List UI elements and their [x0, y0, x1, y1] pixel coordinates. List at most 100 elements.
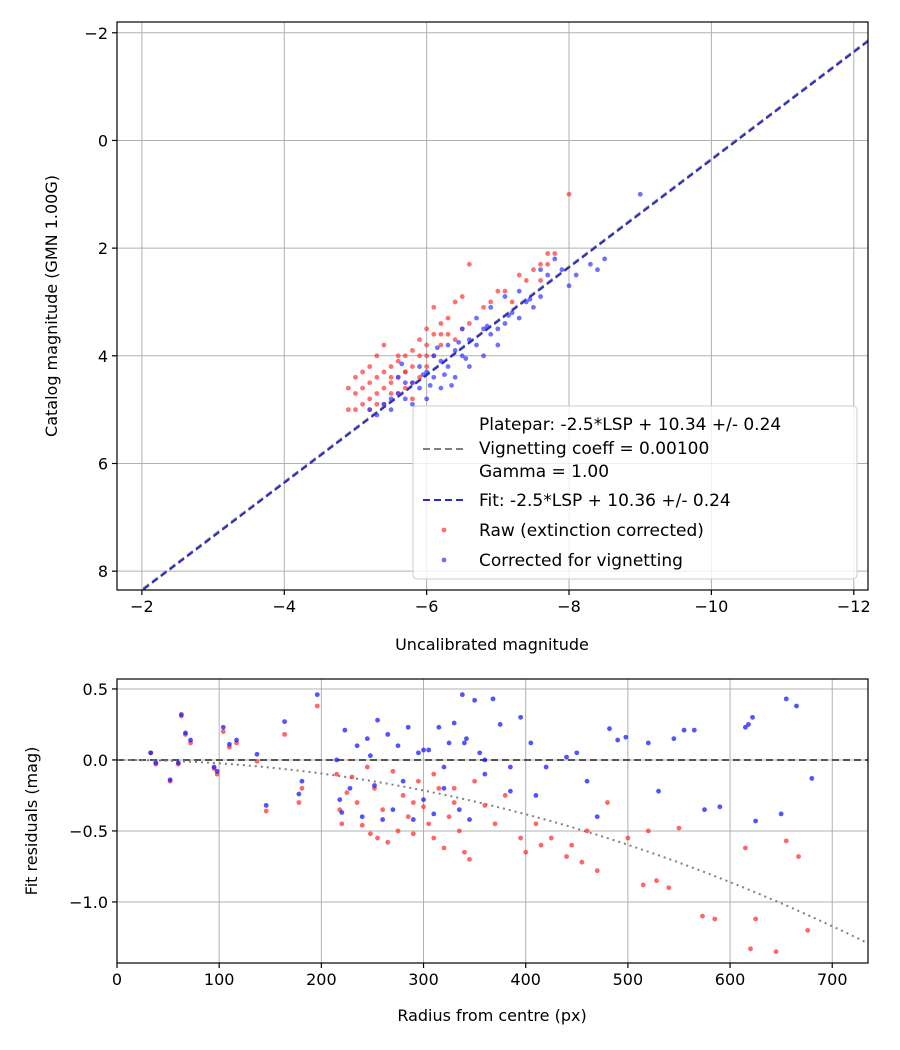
data-point [446, 740, 452, 746]
data-point [402, 385, 408, 391]
data-point [417, 337, 422, 343]
data-point [507, 764, 513, 770]
data-point [405, 724, 411, 730]
x-tick-label: 700 [817, 970, 848, 989]
data-point [360, 385, 365, 391]
y-tick-label: 2 [98, 239, 108, 258]
data-point [431, 835, 437, 841]
data-point [518, 714, 523, 720]
data-point [402, 396, 408, 402]
legend-corrected-marker [441, 557, 447, 563]
data-point [466, 337, 472, 343]
data-point [424, 326, 430, 332]
data-point [388, 380, 394, 386]
data-point [445, 331, 451, 337]
data-point [388, 396, 394, 402]
data-point [431, 304, 437, 310]
y-tick-label: 0 [98, 131, 108, 150]
data-point [421, 797, 426, 803]
data-point [402, 353, 408, 359]
y-tick-label: −2 [84, 24, 108, 43]
data-point [552, 251, 558, 256]
data-point [656, 788, 661, 794]
data-point [805, 927, 811, 933]
legend-raw-label: Raw (extinction corrected) [479, 521, 704, 541]
residuals-plot: 0 100 200 300 400 500 600 700 0.5 0.0 −0.5 −1.0 Ra… [22, 678, 869, 1025]
data-point [474, 342, 479, 348]
data-point [427, 383, 433, 388]
data-point [353, 407, 358, 413]
data-point [388, 374, 394, 380]
calibration-x-label: Uncalibrated magnitude [395, 635, 589, 654]
data-point [459, 353, 465, 359]
x-tick-label: 600 [715, 970, 746, 989]
data-point [424, 396, 430, 402]
data-point [431, 771, 437, 777]
data-point [263, 802, 269, 808]
data-point [314, 692, 320, 698]
data-point [637, 191, 643, 197]
data-point [482, 771, 488, 777]
data-point [402, 369, 408, 375]
data-point [426, 747, 432, 753]
data-point [436, 724, 442, 730]
data-point [345, 407, 351, 413]
data-point [456, 339, 462, 345]
data-point [395, 391, 401, 396]
data-point [299, 778, 305, 784]
data-point [395, 353, 401, 359]
data-point [464, 736, 469, 742]
data-point [502, 294, 508, 299]
data-point [584, 828, 590, 834]
data-point [459, 294, 465, 299]
data-point [466, 321, 472, 326]
y-tick-label: −0.5 [69, 822, 108, 841]
data-point [445, 364, 451, 369]
data-point [691, 727, 697, 733]
x-tick-label: −2 [130, 597, 154, 616]
data-point [748, 946, 753, 952]
data-point [481, 353, 487, 359]
data-point [569, 842, 575, 848]
data-point [564, 754, 569, 760]
data-point [359, 814, 365, 820]
data-point [417, 353, 422, 359]
x-tick-label: 500 [613, 970, 644, 989]
vignetting-curve [117, 758, 868, 945]
data-point [339, 810, 345, 815]
data-point [381, 369, 387, 375]
data-point [538, 842, 544, 848]
data-point [390, 807, 396, 813]
data-point [360, 369, 365, 375]
data-point [436, 785, 442, 791]
calibration-grid [117, 22, 868, 590]
legend-fit-label: Fit: -2.5*LSP + 10.36 +/- 0.24 [479, 491, 731, 511]
data-point [367, 380, 373, 386]
data-point [372, 783, 377, 788]
data-point [424, 353, 430, 359]
data-point [405, 814, 411, 820]
data-point [516, 288, 522, 294]
data-point [434, 345, 440, 351]
data-point [381, 401, 387, 407]
data-point [374, 374, 380, 380]
data-point [523, 299, 529, 305]
data-point [354, 800, 360, 805]
data-point [742, 724, 748, 730]
data-point [148, 750, 154, 756]
residuals-y-label: Fit residuals (mag) [22, 747, 41, 896]
y-tick-label: −1.0 [69, 893, 108, 912]
data-point [463, 356, 469, 361]
x-tick-label: 400 [510, 970, 541, 989]
data-point [381, 385, 387, 391]
data-point [438, 331, 444, 337]
data-point [543, 764, 549, 770]
data-point [566, 191, 572, 197]
data-point [431, 331, 437, 337]
data-point [482, 802, 488, 808]
data-point [533, 793, 539, 798]
data-point [623, 734, 629, 740]
data-point [488, 331, 494, 337]
x-tick-label: −8 [557, 597, 581, 616]
